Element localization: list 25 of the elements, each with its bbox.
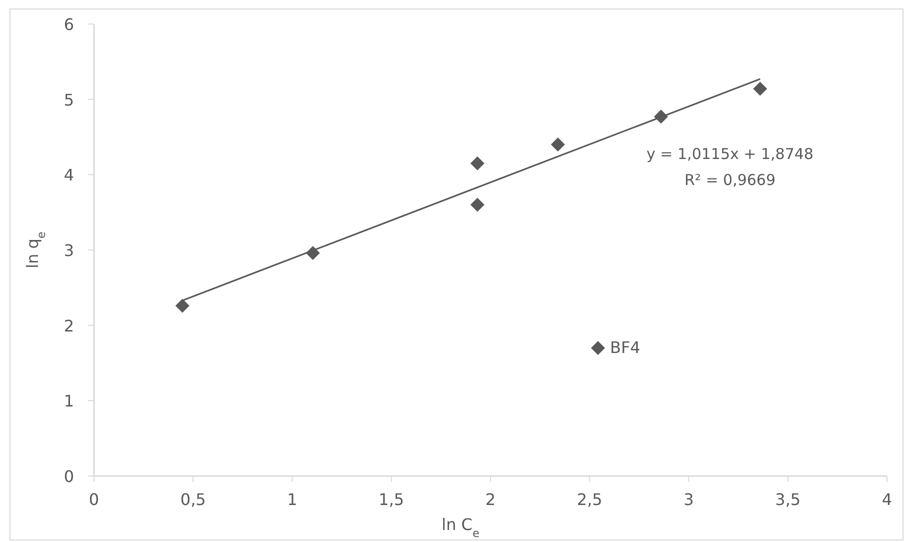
x-tick-label: 3,5 [775, 490, 801, 509]
x-tick-label: 3 [684, 490, 694, 509]
annotation: y = 1,0115x + 1,8748 [646, 145, 814, 163]
y-tick-label: 1 [64, 392, 74, 411]
y-tick-label: 3 [64, 241, 74, 260]
point [175, 298, 190, 313]
x-tick-label: 2 [485, 490, 496, 509]
x-tick-label: 1,5 [378, 490, 404, 509]
legend-label: BF4 [610, 338, 640, 357]
annotation: R² = 0,9669 [684, 171, 776, 189]
y-tick-label: 4 [64, 166, 74, 185]
point [470, 198, 484, 212]
x-tick-label: 0 [88, 490, 100, 509]
x-tick-label: 4 [882, 490, 892, 509]
x-tick-label: 1 [287, 490, 298, 509]
point [470, 156, 484, 170]
y-tick-label: 0 [64, 467, 74, 486]
x-tick-label: 0,5 [180, 490, 206, 509]
y-tick-label: 2 [64, 316, 74, 336]
x-axis-title: ln C$_{e}$ [442, 515, 480, 540]
y-tick-label: 5 [64, 90, 74, 110]
point [550, 138, 565, 152]
y-tick-label: 6 [64, 15, 74, 34]
point [753, 82, 768, 96]
x-tick-label: 2,5 [576, 490, 602, 509]
